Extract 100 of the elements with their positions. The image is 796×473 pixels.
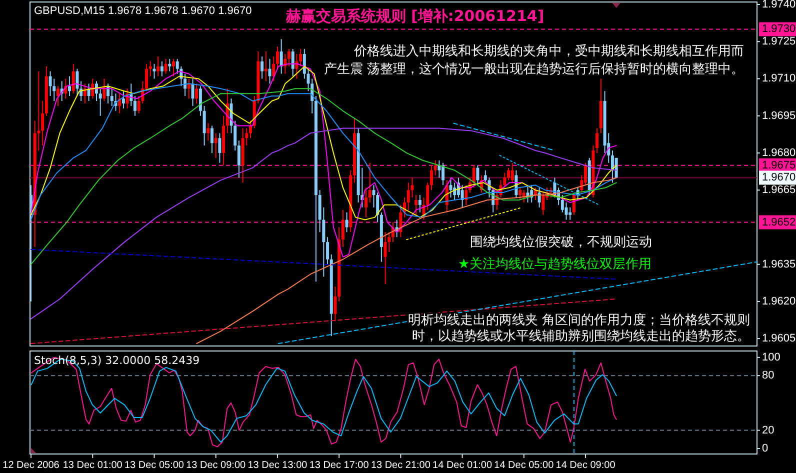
candlestick xyxy=(210,125,214,154)
y-tick-label: 1.9620 xyxy=(762,295,796,308)
candlestick xyxy=(164,58,168,74)
candlestick xyxy=(364,187,368,218)
candlestick xyxy=(72,63,75,94)
x-tick-label: 13 Dec 13:00 xyxy=(248,460,308,471)
candlestick xyxy=(264,50,268,82)
candlestick xyxy=(98,88,102,116)
candlestick xyxy=(56,86,60,106)
x-tick-label: 13 Dec 17:00 xyxy=(309,460,370,471)
y-tick-label: 20 xyxy=(762,424,774,436)
annotation: 围绕均线位假突破，不规则运动 xyxy=(470,235,652,250)
candlestick xyxy=(48,70,52,97)
candlestick xyxy=(145,63,148,92)
ref-line-label: 1.9675 xyxy=(762,159,796,172)
candlestick xyxy=(276,46,279,70)
candlestick xyxy=(326,236,330,265)
candlestick xyxy=(518,187,522,200)
y-tick-label: 80 xyxy=(762,370,774,382)
candlestick xyxy=(291,48,294,77)
x-tick-label: 12 Dec 2006 xyxy=(2,460,60,471)
y-tick-label: 1.9710 xyxy=(762,72,796,85)
candlestick xyxy=(584,162,588,186)
candlestick xyxy=(568,206,572,220)
chart-subtitle: GBPUSD,M15 1.9678 1.9678 1.9670 1.9670 xyxy=(34,5,252,17)
candlestick xyxy=(596,128,599,154)
candlestick xyxy=(172,58,175,77)
candlestick xyxy=(68,76,72,97)
candlestick xyxy=(260,56,264,80)
candlestick xyxy=(133,96,136,116)
y-tick-label: 1.9740 xyxy=(762,0,796,10)
candlestick xyxy=(198,86,202,116)
candlestick xyxy=(434,160,437,176)
candlestick xyxy=(438,160,441,178)
x-tick-label: 14 Dec 05:00 xyxy=(494,460,554,471)
annotation: ★关注均线位与趋势线位双层作用 xyxy=(458,257,652,272)
x-tick-label: 14 Dec 09:00 xyxy=(556,460,616,471)
annotation: 价格线进入中期线和长期线的夹角中，受中期线和长期线相互作用而产生震 荡整理，这个情况一般出现在趋势运行后保持暂时的横向整理中。 xyxy=(324,44,744,77)
candlestick xyxy=(414,194,418,216)
y-tick-label: 100 xyxy=(762,351,780,364)
candlestick xyxy=(237,140,240,178)
candlestick xyxy=(442,162,445,186)
candlestick xyxy=(41,100,44,146)
candlestick xyxy=(384,232,387,285)
candlestick xyxy=(430,164,433,191)
candlestick xyxy=(299,48,302,67)
candlestick xyxy=(507,167,510,181)
candlestick xyxy=(484,170,487,184)
candlestick xyxy=(538,187,541,208)
candlestick xyxy=(148,60,152,77)
candlestick xyxy=(542,192,545,216)
candlestick xyxy=(376,192,380,223)
y-tick-label: 1.9680 xyxy=(762,146,796,159)
candlestick xyxy=(76,68,79,97)
y-tick-label: 0 xyxy=(762,442,768,455)
candlestick xyxy=(268,58,272,84)
candlestick xyxy=(195,83,198,104)
candlestick xyxy=(560,194,564,213)
candlestick xyxy=(191,78,194,106)
candlestick xyxy=(184,73,187,97)
x-tick-label: 13 Dec 01:00 xyxy=(62,460,123,471)
candlestick xyxy=(214,132,218,158)
candlestick xyxy=(472,164,476,188)
candlestick xyxy=(152,63,156,80)
candlestick xyxy=(156,56,160,77)
x-tick-label: 13 Dec 09:00 xyxy=(186,460,246,471)
candlestick xyxy=(341,209,344,248)
ref-line-label: 1.9652 xyxy=(762,216,796,228)
y-tick-label: 1.9605 xyxy=(762,332,796,345)
candlestick xyxy=(418,194,422,213)
candlestick xyxy=(564,202,568,220)
ref-line-label: 1.9730 xyxy=(762,23,796,36)
candlestick xyxy=(345,212,348,233)
candlestick xyxy=(302,48,306,80)
candlestick xyxy=(460,184,464,208)
candlestick xyxy=(510,162,514,184)
candlestick xyxy=(249,120,252,139)
candlestick xyxy=(449,177,452,198)
x-tick-label: 13 Dec 05:00 xyxy=(124,460,184,471)
candlestick xyxy=(476,164,480,186)
candlestick xyxy=(280,38,283,74)
y-tick-label: 1.9725 xyxy=(762,36,796,48)
y-tick-label: 1.9665 xyxy=(762,184,796,196)
candlestick xyxy=(272,56,276,82)
candlestick xyxy=(372,184,376,208)
chart-title: 赫赢交易系统规则 [增补:20061214] xyxy=(284,7,544,25)
candlestick xyxy=(122,90,125,109)
candlestick xyxy=(91,78,94,100)
ref-line-label: 1.9670 xyxy=(762,172,796,184)
candlestick xyxy=(368,162,372,203)
candlestick xyxy=(202,105,206,146)
candlestick xyxy=(160,60,164,77)
candlestick xyxy=(168,58,172,72)
x-tick-label: 14 Dec 01:00 xyxy=(432,460,492,471)
candlestick xyxy=(218,132,222,164)
x-tick-label: 13 Dec 21:00 xyxy=(370,460,431,471)
candlestick xyxy=(334,286,337,322)
y-tick-label: 1.9635 xyxy=(762,258,796,270)
y-tick-label: 1.9695 xyxy=(762,110,796,122)
candlestick xyxy=(464,184,468,206)
